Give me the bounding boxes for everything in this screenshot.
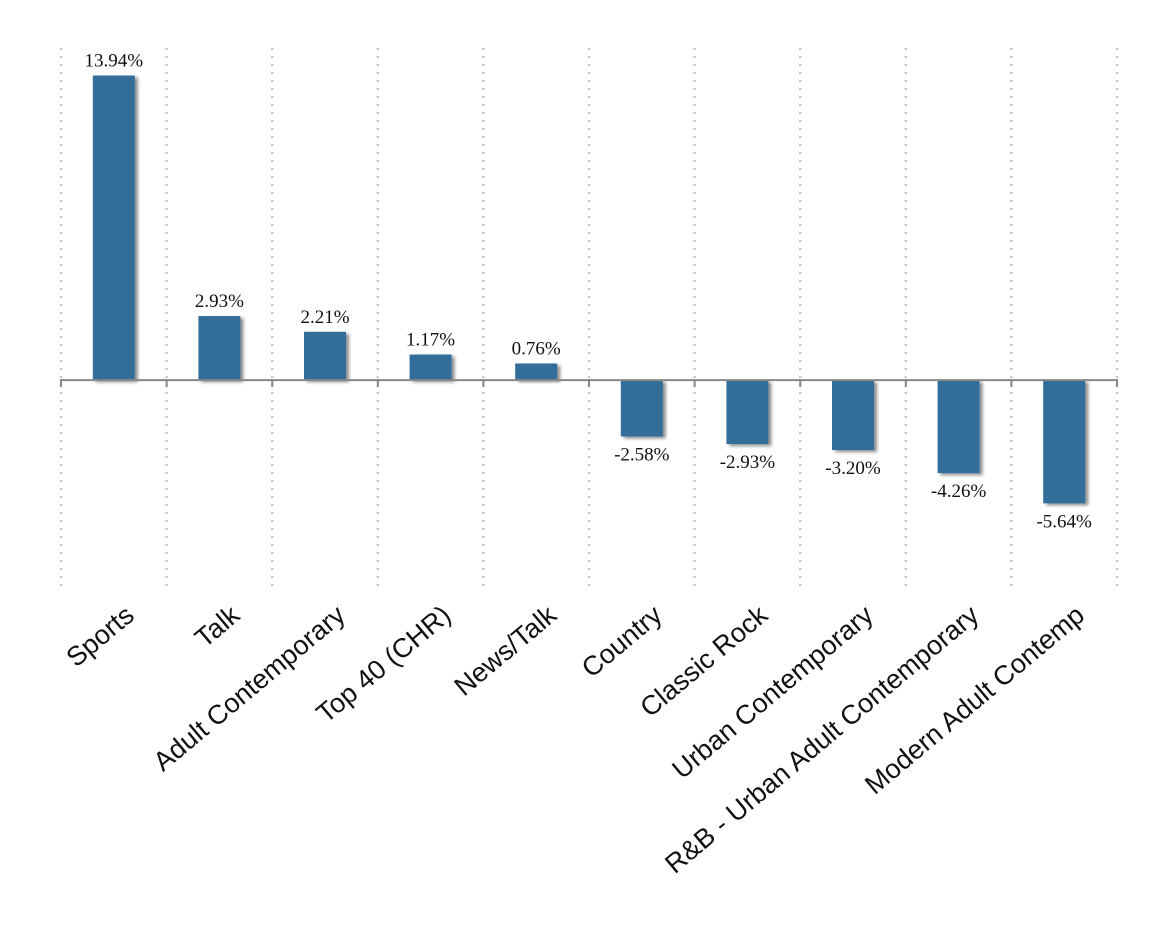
bar: [304, 331, 346, 381]
data-label: -5.64%: [1036, 511, 1092, 532]
category-label: Sports: [61, 600, 140, 673]
data-label: 0.76%: [512, 338, 561, 359]
category-label: Talk: [189, 599, 245, 653]
bar: [92, 75, 135, 381]
bar: [515, 363, 558, 381]
data-label: -2.58%: [614, 444, 670, 465]
category-label: Urban Contemporary: [666, 599, 879, 784]
gridlines: [59, 48, 1119, 592]
data-label: 1.17%: [406, 330, 455, 351]
bar: [832, 380, 874, 450]
bar: [937, 380, 980, 474]
bar: [409, 354, 452, 381]
data-label: -4.26%: [931, 481, 987, 502]
bar: [198, 316, 241, 381]
data-label: -3.20%: [825, 458, 881, 479]
bar: [1043, 380, 1086, 504]
data-label: 2.93%: [195, 291, 244, 312]
data-label: -2.93%: [720, 452, 776, 473]
bar: [726, 380, 769, 445]
data-label: 2.21%: [300, 307, 349, 328]
data-labels: 13.94% 2.93% 2.21% 1.17% 0.76% -2.58% -2.93% -3…: [85, 51, 1093, 533]
category-label: Country: [576, 599, 668, 683]
bar: [620, 380, 663, 437]
bars: [92, 75, 1086, 504]
category-label: Adult Contemporary: [148, 599, 352, 777]
data-label: 13.94%: [85, 51, 144, 72]
category-label: News/Talk: [449, 599, 563, 701]
